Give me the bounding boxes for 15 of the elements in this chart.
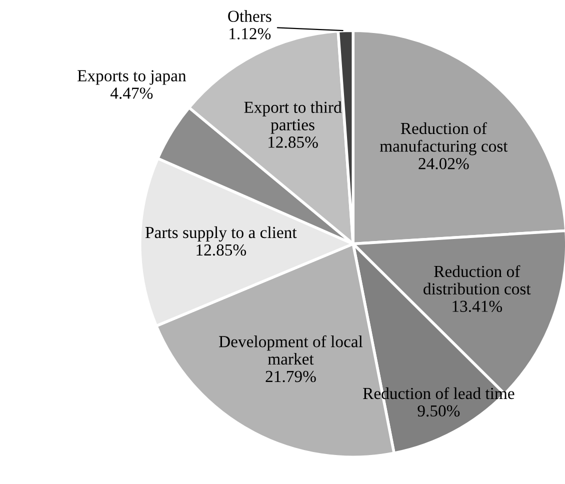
slice-label: Development of local market [219,335,363,365]
data-label: 12.85% [196,244,246,256]
slice-label: Export to third parties [244,101,342,134]
data-label: 21.79% [266,370,316,382]
data-label: 24.02% [418,158,469,170]
slice-label: Reduction of distribution cost [424,265,531,295]
slice-label: Reduction of manufacturing cost [380,122,508,156]
data-label: 4.47% [110,88,153,99]
slice-label: Parts supply to a client [145,226,297,242]
data-label: 12.85% [268,136,318,148]
data-label: 9.50% [418,405,460,417]
slice-label: Others [228,10,272,22]
slice-label: Exports to japan [78,70,186,85]
data-label: 13.41% [452,300,502,312]
data-label: 1.12% [230,28,271,40]
